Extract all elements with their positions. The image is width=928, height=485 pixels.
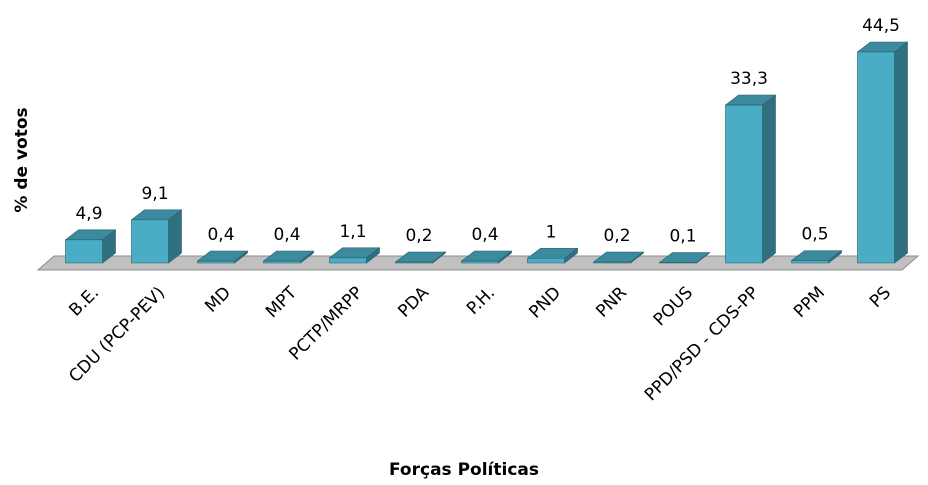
bar-front [593, 261, 631, 264]
x-axis-title: Forças Políticas [389, 460, 539, 480]
x-tick-label: MD [201, 283, 235, 317]
bar-front [65, 239, 103, 264]
bar [394, 251, 447, 264]
value-label: 0,4 [273, 225, 300, 245]
bar [724, 94, 777, 264]
bar [460, 250, 513, 264]
bar [658, 251, 711, 264]
value-label: 0,5 [801, 225, 828, 245]
value-label: 1,1 [339, 222, 366, 242]
bar-front [197, 260, 235, 264]
bar [262, 250, 315, 264]
x-tick-label: PND [525, 283, 565, 323]
value-label: 4,9 [75, 204, 102, 224]
bar [328, 247, 381, 264]
value-label: 0,1 [669, 227, 696, 247]
x-tick-label: PDA [394, 283, 433, 322]
value-label: 0,4 [207, 225, 234, 245]
x-tick-label: B.E. [65, 283, 103, 321]
value-label: 0,2 [603, 226, 630, 246]
x-tick-label: PNR [592, 283, 631, 322]
bar-front [329, 257, 367, 264]
bar-front [527, 257, 565, 264]
value-label: 0,2 [405, 226, 432, 246]
bar-side [894, 41, 908, 264]
bar-front [263, 260, 301, 264]
bar-front [725, 104, 763, 264]
value-label: 44,5 [862, 16, 900, 36]
value-label: 33,3 [730, 69, 768, 89]
bar [196, 250, 249, 264]
bar-front [791, 260, 829, 264]
x-tick-label: PPM [790, 283, 829, 322]
bar-front [131, 219, 169, 264]
x-tick-label: MPT [262, 283, 302, 323]
bar [526, 247, 579, 264]
y-axis-title: % de votos [12, 107, 32, 212]
x-tick-label: PS [866, 283, 895, 312]
bar-front [461, 260, 499, 264]
value-label: 9,1 [141, 184, 168, 204]
bar [856, 41, 909, 264]
x-tick-label: POUS [650, 283, 697, 330]
x-tick-label: P.H. [463, 283, 499, 319]
value-label: 0,4 [471, 225, 498, 245]
bar [790, 250, 843, 264]
value-label: 1 [546, 222, 557, 242]
bar-side [762, 94, 776, 264]
bar [130, 209, 183, 264]
bar [64, 229, 117, 264]
x-tick-label: PPD/PSD - CDS-PP [641, 283, 763, 405]
bar-front [395, 261, 433, 264]
bar-front [857, 51, 895, 264]
bar [592, 251, 645, 264]
